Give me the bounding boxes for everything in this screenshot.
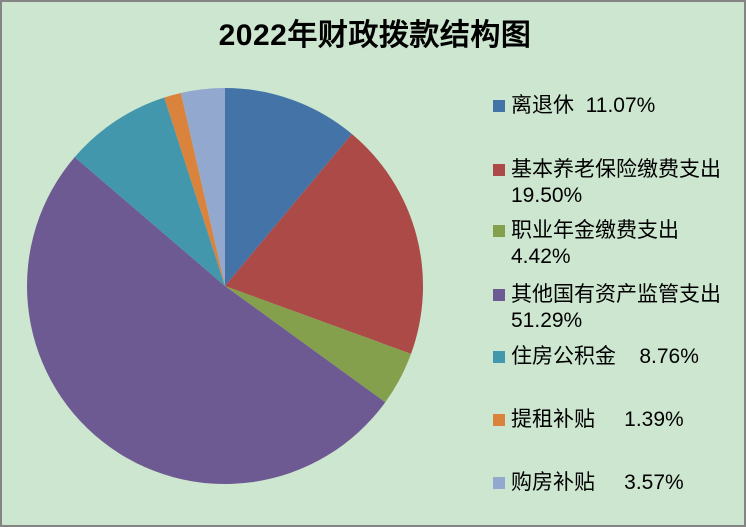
legend-label: 职业年金缴费支出 4.42% (511, 218, 679, 270)
chart-title: 2022年财政拨款结构图 (218, 19, 532, 52)
legend-item-5: 提租补贴 1.39% (493, 407, 684, 433)
legend-label: 住房公积金 8.76% (511, 344, 699, 370)
legend-swatch-icon (493, 477, 505, 489)
legend-label: 离退休 11.07% (511, 93, 655, 119)
legend-swatch-icon (493, 225, 505, 237)
pie-slice-4 (74, 97, 225, 286)
legend-label-line1: 住房公积金 8.76% (511, 345, 699, 368)
legend-label-line2: 4.42% (511, 245, 571, 268)
legend-label-line1: 离退休 11.07% (511, 94, 656, 117)
legend-swatch-icon (493, 351, 505, 363)
legend-label-line1: 职业年金缴费支出 (511, 219, 679, 242)
legend-label: 基本养老保险缴费支出 19.50% (511, 157, 721, 209)
pie-slice-1 (225, 133, 424, 354)
pie-chart (26, 87, 424, 485)
legend-item-6: 购房补贴 3.57% (493, 470, 684, 496)
legend-label-line2: 19.50% (511, 184, 583, 207)
legend-swatch-icon (493, 414, 505, 426)
legend-label-line1: 其他国有资产监管支出 (511, 283, 721, 306)
legend-label-line2: 51.29% (511, 309, 583, 332)
legend-label-line1: 基本养老保险缴费支出 (511, 158, 721, 181)
legend-item-3: 其他国有资产监管支出 51.29% (493, 282, 721, 334)
legend-label: 其他国有资产监管支出 51.29% (511, 282, 721, 334)
legend-swatch-icon (493, 100, 505, 112)
legend-item-1: 基本养老保险缴费支出 19.50% (493, 157, 721, 209)
legend-label: 提租补贴 1.39% (511, 407, 684, 433)
legend-item-0: 离退休 11.07% (493, 93, 655, 119)
pie-slice-5 (164, 92, 225, 286)
legend-item-2: 职业年金缴费支出 4.42% (493, 218, 679, 270)
legend-swatch-icon (493, 164, 505, 176)
pie-slice-3 (26, 157, 386, 485)
legend-label: 购房补贴 3.57% (511, 470, 684, 496)
pie-chart-area (26, 87, 424, 485)
legend-label-line1: 提租补贴 1.39% (511, 408, 684, 431)
legend-label-line1: 购房补贴 3.57% (511, 471, 684, 494)
pie-slice-2 (225, 286, 412, 403)
pie-slice-6 (180, 87, 225, 286)
legend-item-4: 住房公积金 8.76% (493, 344, 699, 370)
legend-swatch-icon (493, 289, 505, 301)
pie-slice-0 (225, 87, 352, 286)
